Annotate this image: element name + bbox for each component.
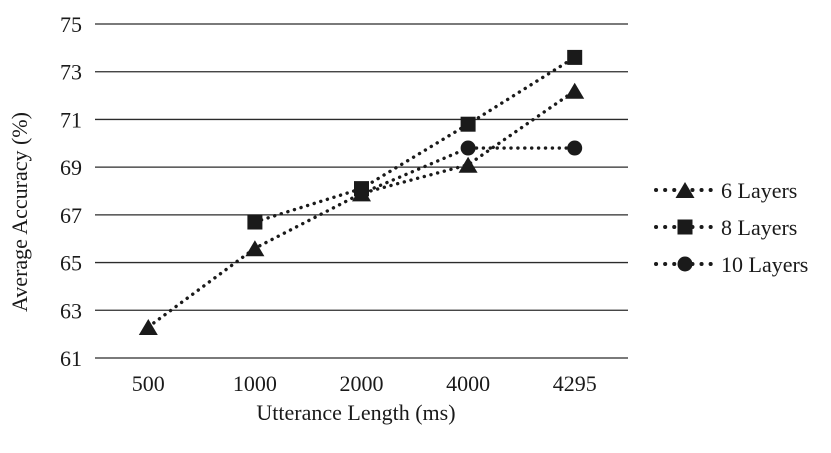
y-tick-label: 73 xyxy=(60,60,82,85)
legend-label: 8 Layers xyxy=(721,215,797,240)
x-axis-title: Utterance Length (ms) xyxy=(256,400,455,425)
data-point-square xyxy=(460,116,476,132)
y-tick-label: 67 xyxy=(60,203,82,228)
y-tick-label: 69 xyxy=(60,155,82,180)
legend-label: 6 Layers xyxy=(721,178,797,203)
x-tick-label: 500 xyxy=(132,371,165,396)
y-tick-label: 61 xyxy=(60,346,82,371)
series-line-square xyxy=(253,55,577,224)
series-line-triangle xyxy=(146,89,577,329)
data-point-circle xyxy=(354,185,369,201)
data-point-triangle xyxy=(138,318,158,335)
y-tick-label: 71 xyxy=(60,107,82,132)
legend-label: 10 Layers xyxy=(721,252,808,277)
x-tick-label: 2000 xyxy=(340,371,384,396)
data-point-square xyxy=(247,214,263,230)
y-tick-label: 75 xyxy=(60,12,82,37)
data-point-square xyxy=(567,49,583,65)
data-point-circle xyxy=(567,140,583,156)
legend-triangle-icon xyxy=(675,182,695,198)
x-tick-label: 4000 xyxy=(446,371,490,396)
y-tick-label: 63 xyxy=(60,298,82,323)
legend-circle-icon xyxy=(677,256,693,272)
legend-square-icon xyxy=(677,219,693,235)
x-tick-label: 1000 xyxy=(233,371,277,396)
data-point-circle xyxy=(460,140,476,156)
y-tick-label: 65 xyxy=(60,251,82,276)
data-point-triangle xyxy=(458,156,478,173)
data-point-triangle xyxy=(565,82,585,99)
x-tick-label: 4295 xyxy=(553,371,597,396)
y-axis-title: Average Accuracy (%) xyxy=(7,112,32,312)
data-point-triangle xyxy=(245,240,265,257)
